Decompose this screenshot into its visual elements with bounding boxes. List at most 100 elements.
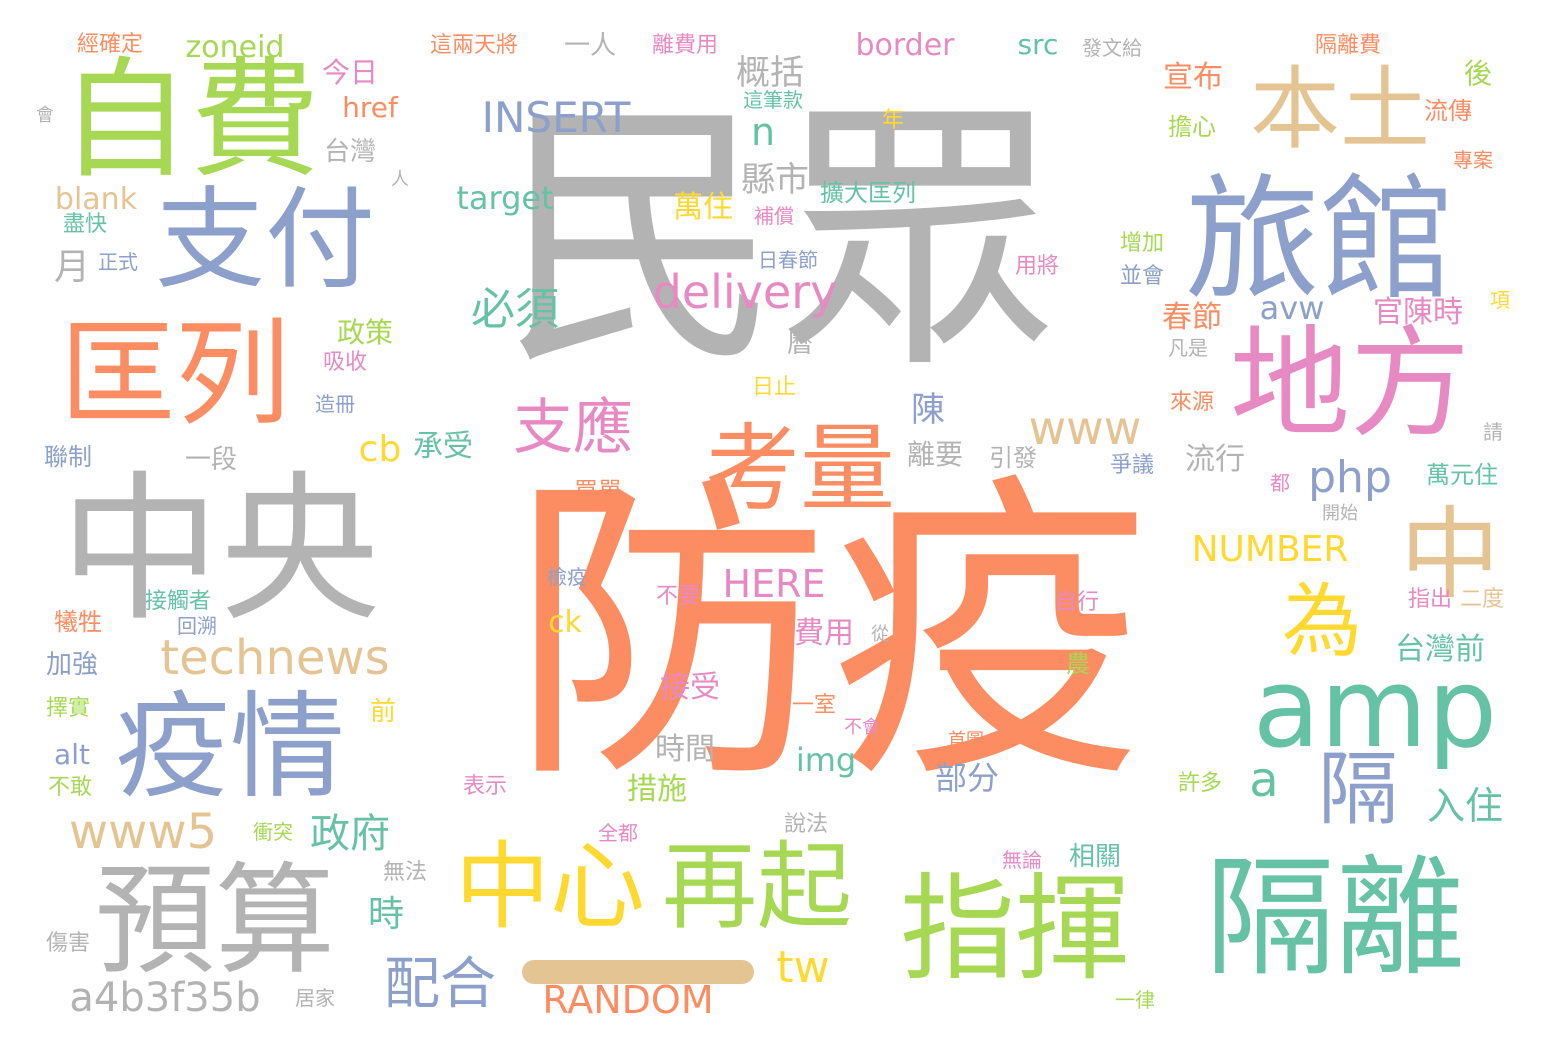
word-luguan: 旅館	[1185, 161, 1455, 319]
word-jujia: 居家	[295, 986, 335, 1010]
word-ge: 隔	[1318, 743, 1398, 836]
word-jiaqiang: 加強	[45, 650, 99, 680]
word-shi: 時	[367, 894, 405, 935]
word-difang: 地方	[1230, 315, 1470, 454]
word-wanzhu: 萬住	[673, 190, 733, 225]
word-xiang: 項	[1490, 288, 1510, 312]
word-qian: 前	[369, 697, 397, 727]
word-shoutu: 首圖	[948, 730, 984, 751]
word-yinfa: 引發	[989, 444, 1037, 472]
word-src: src	[1017, 28, 1059, 61]
word-zeshi: 擇實	[45, 696, 91, 721]
word-yusuan: 預算	[95, 852, 335, 991]
word-technews: technews	[160, 630, 390, 686]
word-bentu: 本土	[1250, 57, 1430, 162]
word-blank: blank	[54, 182, 138, 217]
word-zhiying: 支應	[513, 393, 633, 463]
word-zhengyi: 爭議	[1109, 453, 1155, 478]
word-yongjiang: 用將	[1014, 254, 1060, 279]
word-zhuanan: 專案	[1453, 148, 1493, 172]
word-xianshi: 縣市	[741, 160, 809, 200]
word-yue: 月	[53, 247, 91, 288]
word-yiqing: 疫情	[114, 680, 346, 815]
word-number: NUMBER	[1191, 529, 1349, 570]
word-php: php	[1308, 452, 1392, 503]
word-wulun: 無論	[1002, 848, 1042, 872]
word-random: RANDOM	[542, 978, 714, 1022]
word-border: border	[855, 28, 955, 63]
word-jinkuai: 盡快	[62, 212, 108, 237]
word-peihe: 配合	[384, 952, 496, 1017]
word-amp: amp	[1252, 644, 1498, 772]
word-hui: 會	[36, 105, 54, 126]
word-cong: 從	[871, 624, 889, 645]
word-fangyi: 防疫	[510, 449, 1150, 821]
word-fawengei: 發文給	[1082, 36, 1142, 60]
word-shanghai: 傷害	[45, 931, 91, 956]
word-erdu: 二度	[1459, 587, 1505, 612]
word-a: a	[1249, 752, 1279, 808]
word-liuxing: 流行	[1185, 442, 1245, 477]
word-zhongxin: 中心	[454, 832, 646, 943]
word-buchang: 補償	[754, 204, 794, 228]
word-zhengce: 政策	[336, 316, 394, 349]
word-zoneid: zoneid	[185, 30, 285, 65]
word-hou: 後	[1463, 57, 1493, 90]
word-xishou: 吸收	[322, 350, 368, 375]
word-zaiqi: 再起	[661, 832, 853, 943]
word-zhengfu: 政府	[310, 811, 390, 857]
word-avw: avw	[1259, 289, 1325, 327]
word-bufen: 部分	[934, 759, 1000, 797]
word-yiren: 一人	[563, 31, 617, 61]
word-ck: ck	[548, 605, 582, 640]
word-jinri: 今日	[321, 56, 379, 89]
word-biaoshi: 表示	[462, 774, 508, 799]
word-jiechuzhe: 接觸者	[144, 589, 212, 614]
word-qing: 請	[1483, 420, 1503, 444]
word-lianzhi: 聯制	[44, 443, 92, 471]
word-rizhi: 日止	[751, 375, 797, 400]
word-jingqueding: 經確定	[76, 32, 144, 57]
word-zhichu: 指出	[1407, 587, 1453, 612]
word-liuchuan: 流傳	[1424, 97, 1472, 125]
word-liyao: 離要	[906, 438, 964, 471]
word-guanchenshi: 官陳時	[1373, 295, 1463, 330]
word-shuofa: 說法	[783, 812, 829, 837]
word-gaikuo: 概括	[736, 53, 804, 93]
word-huisu: 回溯	[177, 614, 217, 638]
word-zifei: 自費	[59, 44, 321, 196]
word-danxin: 擔心	[1168, 113, 1216, 141]
word-xiangguan: 相關	[1068, 842, 1122, 872]
word-img: img	[795, 741, 857, 779]
word-chunjie: 春節	[1162, 300, 1222, 335]
word-cuoshi: 措施	[627, 772, 687, 807]
word-nian: 年	[881, 108, 905, 133]
word-kuodakuanglie: 擴大匡列	[820, 179, 916, 207]
word-buyao: 不要	[655, 584, 701, 609]
word-zhihui: 指揮	[899, 862, 1131, 997]
word-chongtu: 衝突	[253, 820, 293, 844]
word-delivery: delivery	[652, 265, 838, 319]
word-zhifu: 支付	[155, 176, 375, 304]
word-feiyong: 費用	[794, 616, 854, 651]
word-yiduan: 一段	[184, 445, 238, 475]
word-jieshou: 接受	[660, 670, 720, 705]
word-yishi: 一室	[791, 693, 837, 718]
word-cb: cb	[358, 429, 402, 470]
word-ruzhu: 入住	[1426, 784, 1504, 828]
word-wufa: 無法	[382, 860, 428, 885]
word-richunjie: 日春節	[758, 248, 818, 272]
word-tw: tw	[776, 942, 830, 993]
word-zengjia: 增加	[1119, 231, 1165, 256]
word-alt: alt	[54, 738, 90, 771]
word-bixu: 必須	[471, 284, 559, 335]
word-www: www	[1028, 401, 1142, 455]
word-zhong: 中	[1400, 496, 1500, 613]
word-dou: 都	[1270, 471, 1290, 495]
word-a4b3f35b: a4b3f35b	[69, 975, 261, 1021]
word-wanyuanzhu: 萬元住	[1426, 461, 1498, 489]
word-zhengshi: 正式	[98, 250, 138, 274]
word-laiyuan: 來源	[1169, 390, 1215, 415]
word-target: target	[456, 179, 554, 217]
